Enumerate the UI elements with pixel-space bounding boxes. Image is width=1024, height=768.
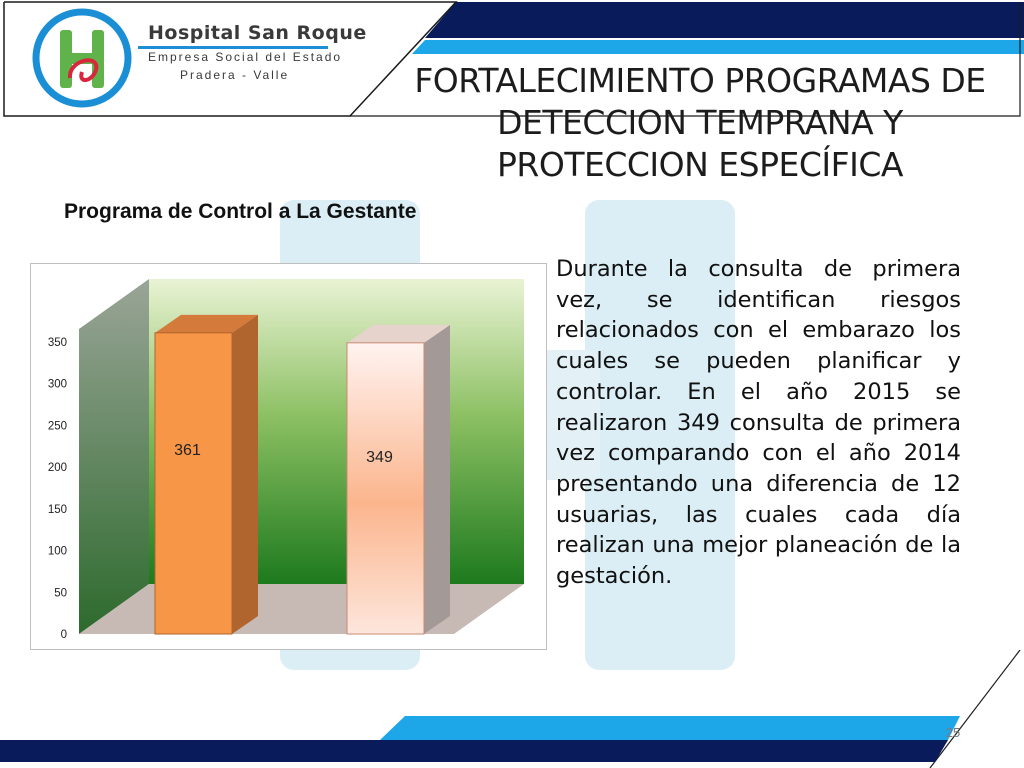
y-tick-label: 150 (48, 504, 67, 516)
chart-svg: 0 50 100 150 200 250 300 350 361 349 (48, 279, 524, 641)
bar-chart: 0 50 100 150 200 250 300 350 361 349 (30, 263, 547, 650)
y-tick-label: 50 (54, 587, 67, 599)
slide-title: FORTALECIMIENTO PROGRAMAS DE DETECCION T… (400, 60, 1000, 186)
hospital-logo: Hospital San Roque Empresa Social del Es… (30, 8, 366, 108)
bar-side (424, 324, 450, 634)
bar-data-label: 349 (366, 449, 393, 466)
y-tick-label: 100 (48, 546, 67, 558)
logo-subtitle: Empresa Social del Estado (148, 50, 343, 64)
title-line-3: PROTECCION ESPECÍFICA (497, 145, 903, 184)
bar-front (154, 332, 233, 635)
chart-walls (79, 279, 524, 634)
bar (346, 324, 450, 635)
y-tick-label: 300 (48, 379, 67, 391)
page-number: 25 (945, 725, 961, 740)
logo-divider (138, 46, 328, 49)
section-subtitle: Programa de Control a La Gestante (64, 200, 417, 223)
y-tick-label: 0 (61, 629, 67, 641)
bar-front (346, 342, 425, 635)
y-tick-label: 250 (48, 420, 67, 432)
title-line-1: FORTALECIMIENTO PROGRAMAS DE (414, 61, 986, 100)
footer-frame (0, 650, 1021, 768)
y-axis-ticks: 0 50 100 150 200 250 300 350 (48, 337, 67, 641)
bar-data-label: 361 (174, 442, 201, 459)
bar-top (155, 314, 258, 333)
logo-emblem-icon (32, 8, 132, 108)
description-paragraph: Durante la consulta de primera vez, se i… (556, 256, 961, 590)
logo-name: Hospital San Roque (148, 22, 367, 44)
y-tick-label: 200 (48, 462, 67, 474)
bar-top (347, 324, 450, 343)
logo-place: Pradera - Valle (180, 68, 290, 82)
header-frame (3, 1, 1024, 117)
bar (154, 314, 258, 635)
bars: 361 349 (154, 314, 450, 635)
y-tick-label: 350 (48, 337, 67, 349)
title-line-2: DETECCION TEMPRANA Y (497, 103, 903, 142)
bar-side (232, 314, 258, 634)
